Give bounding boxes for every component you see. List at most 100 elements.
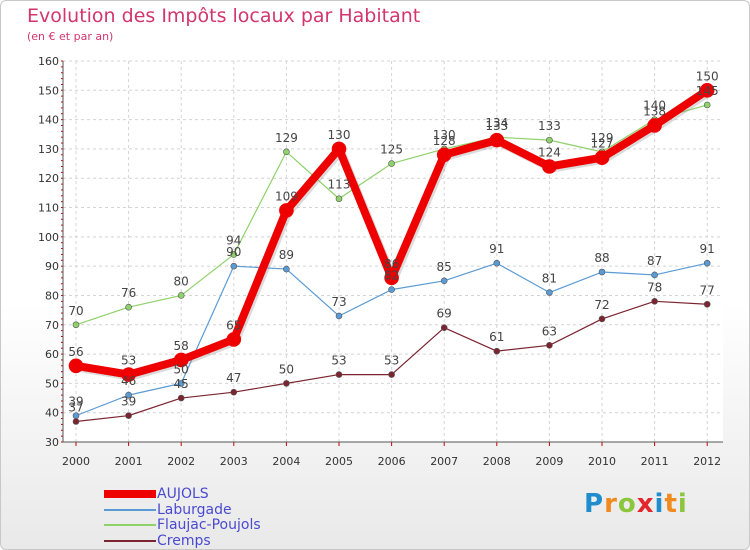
legend-swatch [104, 490, 156, 498]
y-tick-label: 100 [38, 231, 59, 244]
data-label-aujols: 65 [226, 318, 241, 332]
y-tick-label: 140 [38, 114, 59, 127]
y-tick-label: 40 [45, 407, 59, 420]
data-point-aujols [331, 141, 347, 157]
data-point-aujols [121, 367, 136, 382]
data-label-aujols: 58 [174, 339, 189, 353]
data-point-laburgade [177, 380, 185, 387]
data-point-flaujac-poujols [703, 101, 711, 109]
y-tick-label: 30 [45, 436, 59, 449]
data-point-cremps [125, 412, 132, 419]
y-tick-label: 50 [45, 377, 59, 390]
data-label-flaujac-poujols: 129 [275, 131, 298, 145]
data-point-flaujac-poujols [72, 321, 80, 329]
data-point-laburgade [546, 289, 553, 296]
data-point-cremps [598, 315, 606, 323]
data-label-cremps: 37 [68, 400, 83, 414]
data-point-aujols [647, 118, 662, 133]
data-point-cremps [335, 371, 343, 378]
data-label-laburgade: 81 [542, 272, 557, 286]
data-label-laburgade: 50 [174, 362, 189, 376]
x-tick-label: 2005 [325, 455, 353, 468]
data-label-flaujac-poujols: 145 [696, 84, 719, 98]
data-label-aujols: 138 [643, 104, 666, 118]
y-tick-label: 70 [45, 319, 59, 332]
data-label-cremps: 53 [331, 354, 346, 368]
data-point-aujols [489, 132, 505, 148]
data-label-aujols: 127 [591, 137, 614, 151]
logo-letter: i [677, 489, 688, 519]
data-label-laburgade: 82 [384, 269, 399, 283]
data-label-laburgade: 91 [489, 242, 504, 256]
data-label-flaujac-poujols: 129 [591, 131, 614, 145]
data-point-cremps [546, 341, 553, 349]
data-label-cremps: 45 [174, 377, 189, 391]
data-point-laburgade [335, 312, 343, 320]
data-label-laburgade: 73 [331, 295, 346, 309]
data-label-cremps: 77 [700, 283, 715, 297]
data-point-aujols [226, 332, 242, 347]
data-point-flaujac-poujols [388, 160, 395, 167]
data-point-aujols [594, 150, 610, 166]
legend-label: AUJOLS [157, 486, 209, 502]
data-label-flaujac-poujols: 70 [68, 304, 83, 318]
data-point-aujols [68, 358, 84, 374]
data-point-aujols [542, 159, 557, 174]
data-label-laburgade: 39 [68, 395, 83, 409]
x-tick-label: 2002 [167, 455, 195, 468]
data-point-cremps [703, 300, 711, 308]
data-point-aujols [384, 270, 399, 286]
data-point-flaujac-poujols [125, 303, 132, 311]
x-tick-label: 2012 [693, 455, 721, 468]
data-label-flaujac-poujols: 76 [121, 286, 136, 300]
legend-label: Laburgade [157, 501, 232, 518]
data-point-cremps [651, 298, 658, 305]
data-point-flaujac-poujols [335, 195, 343, 203]
data-label-laburgade: 90 [226, 245, 241, 259]
data-point-laburgade [230, 262, 238, 270]
data-point-flaujac-poujols [230, 251, 238, 258]
data-label-flaujac-poujols: 125 [380, 143, 403, 157]
data-label-flaujac-poujols: 130 [433, 128, 456, 142]
legend-swatch [104, 539, 156, 542]
y-tick-label: 120 [38, 172, 59, 185]
y-tick-label: 110 [38, 202, 59, 215]
data-point-flaujac-poujols [177, 292, 185, 299]
legend-swatch [104, 524, 156, 526]
data-point-laburgade [703, 259, 711, 267]
data-label-cremps: 63 [542, 324, 557, 338]
data-label-cremps: 69 [437, 307, 452, 321]
data-point-laburgade [283, 265, 290, 273]
data-label-cremps: 72 [594, 298, 609, 312]
data-label-flaujac-poujols: 133 [538, 119, 561, 133]
data-label-aujols: 124 [538, 146, 561, 160]
data-label-laburgade: 91 [700, 242, 715, 256]
data-label-aujols: 128 [433, 134, 456, 148]
plot-area [63, 61, 723, 442]
data-point-laburgade [493, 259, 501, 267]
data-label-aujols: 56 [68, 345, 83, 359]
x-tick-label: 2008 [483, 455, 511, 468]
x-tick-label: 2011 [641, 455, 669, 468]
y-tick-label: 90 [45, 260, 59, 273]
x-tick-label: 2007 [430, 455, 458, 468]
data-label-laburgade: 85 [437, 260, 452, 274]
data-point-laburgade [651, 271, 658, 279]
data-label-aujols: 150 [696, 69, 719, 83]
logo-letter: i [654, 489, 665, 519]
data-label-flaujac-poujols: 113 [328, 178, 351, 192]
legend-label: Flaujac-Poujols [157, 517, 261, 533]
data-point-aujols [173, 352, 189, 368]
logo-letter: x [636, 489, 655, 519]
data-point-cremps [72, 418, 80, 425]
x-tick-label: 2009 [535, 455, 563, 468]
data-label-cremps: 78 [647, 280, 662, 294]
data-label-flaujac-poujols: 140 [643, 99, 666, 113]
legend-label: Cremps [157, 532, 211, 549]
data-label-cremps: 39 [121, 395, 136, 409]
data-label-aujols: 53 [121, 354, 136, 368]
data-label-cremps: 47 [226, 371, 241, 385]
x-tick-label: 2003 [220, 455, 248, 468]
